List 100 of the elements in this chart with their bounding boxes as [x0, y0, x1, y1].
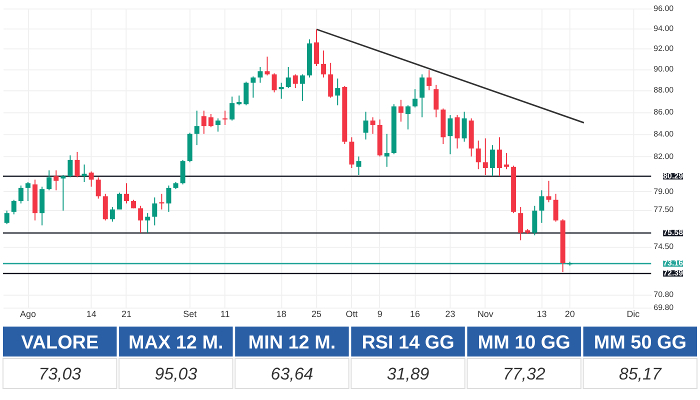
text: 77,32	[502, 364, 546, 384]
candlestick	[300, 74, 305, 102]
candlestick	[258, 66, 263, 84]
candlestick	[420, 74, 425, 118]
candlestick	[356, 156, 362, 176]
candlestick	[230, 96, 235, 122]
candlestick	[215, 118, 220, 132]
candlestick	[60, 174, 66, 212]
y-tick-label: 92.00	[654, 44, 674, 53]
candlestick	[124, 182, 129, 204]
candlestick	[398, 99, 404, 122]
y-tick-label: 96.00	[654, 4, 674, 14]
ref-line-label: 72.39	[663, 268, 684, 278]
candlestick	[553, 193, 558, 222]
candlestick	[159, 193, 164, 210]
category-label: MM 50 GG	[594, 332, 686, 354]
candlestick	[278, 82, 284, 100]
y-tick-label: 77.50	[654, 204, 674, 214]
y-tick-label: 94.00	[654, 24, 674, 33]
y-tick-label: 86.00	[654, 107, 674, 116]
category-label: RSI 14 GG	[362, 332, 454, 354]
candlestick	[138, 205, 144, 234]
candlestick	[201, 110, 206, 134]
candlestick	[250, 76, 256, 98]
candlestick	[116, 192, 122, 210]
x-tick-label: Nov	[477, 309, 494, 320]
candlestick	[74, 151, 80, 178]
candlestick	[145, 212, 150, 234]
candlestick	[208, 113, 214, 128]
category-label: MM 10 GG	[478, 332, 570, 354]
ref-line-label: 80.29	[663, 171, 684, 180]
candlestick	[448, 114, 453, 155]
candlestick	[546, 180, 552, 203]
text: 73,03	[38, 364, 82, 384]
x-tick-label: 14	[86, 309, 96, 320]
candlestick	[4, 210, 10, 225]
x-tick-label: 16	[410, 309, 420, 320]
x-tick-label: Set	[183, 309, 198, 320]
candlestick	[180, 159, 186, 185]
candlestick	[321, 50, 326, 78]
x-tick-label: Ago	[20, 309, 36, 320]
candlestick	[25, 182, 30, 202]
candlestick	[496, 136, 502, 177]
y-tick-label: 82.00	[654, 152, 674, 161]
candlestick	[349, 136, 354, 169]
y-tick-label: 74.50	[654, 242, 674, 252]
category-label: VALORE	[21, 332, 99, 354]
text: 95,03	[154, 364, 198, 384]
candlestick	[434, 84, 439, 118]
candlestick	[286, 66, 291, 89]
ref-line-label: 73.16	[663, 258, 684, 268]
y-tick-label: 70.80	[654, 290, 674, 299]
y-tick-label: 84.00	[654, 129, 674, 138]
candlestick	[102, 193, 108, 221]
candlestick	[68, 154, 73, 178]
candlestick	[54, 170, 59, 191]
x-tick-label: 21	[122, 309, 132, 320]
candlestick	[222, 110, 228, 126]
candlestick	[194, 110, 200, 146]
y-tick-label: 88.00	[654, 86, 674, 95]
candlestick	[384, 133, 390, 168]
x-tick-label: 13	[536, 309, 547, 320]
candlestick	[272, 72, 277, 93]
candlestick	[462, 111, 467, 142]
candlestick	[88, 170, 94, 188]
candlestick	[152, 196, 158, 226]
x-tick-label: 23	[445, 309, 456, 320]
candlestick	[96, 176, 101, 200]
candlestick	[539, 190, 544, 224]
ref-line-label: 75.58	[663, 228, 684, 237]
x-tick-label: 11	[220, 309, 230, 320]
candlestick	[335, 78, 340, 106]
x-tick-label: 18	[276, 309, 286, 320]
y-tick-label: 69.80	[654, 303, 674, 312]
candlestick	[532, 205, 538, 236]
candlestick	[328, 62, 334, 98]
candlestick	[110, 206, 115, 222]
candlestick	[370, 116, 376, 134]
candlestick	[504, 152, 510, 170]
candlestick	[46, 170, 52, 191]
category-label: MAX 12 M.	[128, 332, 224, 354]
candlestick	[412, 88, 418, 108]
candlestick	[426, 70, 432, 91]
x-tick-label: 25	[312, 309, 322, 320]
candlestick	[406, 104, 410, 130]
text: 85,17	[618, 364, 662, 384]
y-tick-label: 90.00	[654, 64, 674, 74]
candlestick	[236, 95, 242, 106]
candlestick	[166, 185, 172, 212]
candlestick	[244, 81, 249, 106]
candlestick	[314, 28, 319, 66]
category-label: MIN 12 M.	[248, 332, 336, 354]
candlestick	[518, 206, 524, 241]
x-tick-label: 9	[377, 309, 382, 320]
text: 63,64	[270, 364, 314, 384]
candlestick	[490, 144, 495, 177]
y-tick-label: 79.00	[654, 186, 674, 196]
x-tick-label: 20	[564, 309, 575, 320]
x-tick-label: Ott	[346, 309, 358, 320]
candlestick	[292, 74, 298, 89]
